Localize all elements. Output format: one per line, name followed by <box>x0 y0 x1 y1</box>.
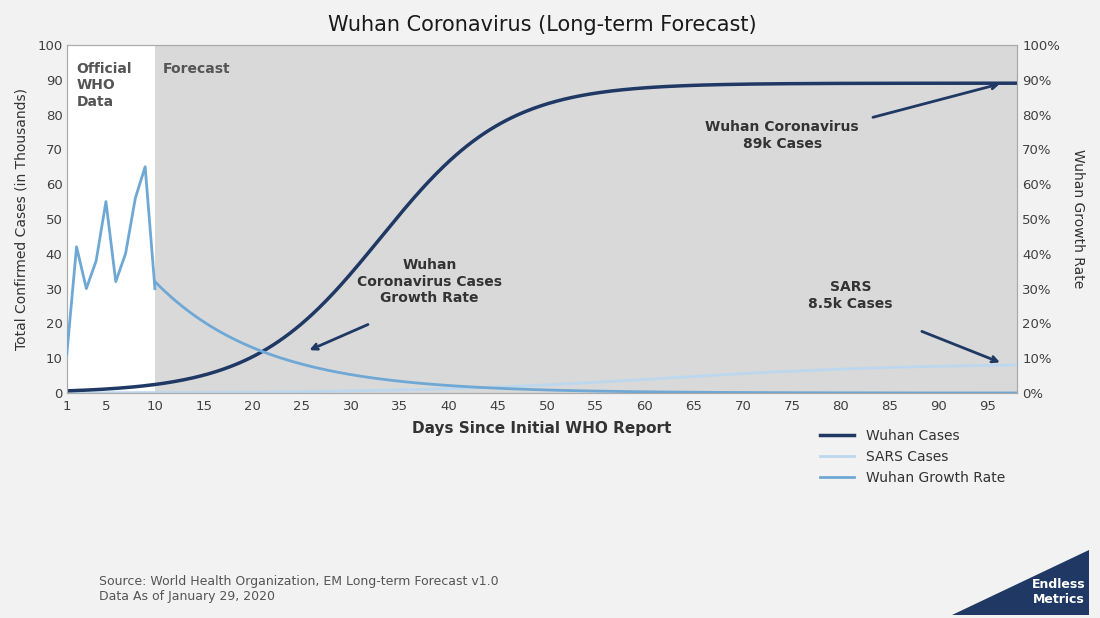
Bar <box>155 45 1018 393</box>
Y-axis label: Wuhan Growth Rate: Wuhan Growth Rate <box>1071 150 1085 289</box>
Legend: Wuhan Cases, SARS Cases, Wuhan Growth Rate: Wuhan Cases, SARS Cases, Wuhan Growth Ra… <box>814 423 1010 491</box>
Text: Official
WHO
Data: Official WHO Data <box>77 62 132 109</box>
Text: Source: World Health Organization, EM Long-term Forecast v1.0
Data As of January: Source: World Health Organization, EM Lo… <box>99 575 498 603</box>
Text: Endless
Metrics: Endless Metrics <box>1032 578 1086 606</box>
Text: SARS
8.5k Cases: SARS 8.5k Cases <box>808 281 893 311</box>
X-axis label: Days Since Initial WHO Report: Days Since Initial WHO Report <box>412 421 672 436</box>
Bar <box>67 45 155 393</box>
Y-axis label: Total Confirmed Cases (in Thousands): Total Confirmed Cases (in Thousands) <box>15 88 29 350</box>
Text: Wuhan
Coronavirus Cases
Growth Rate: Wuhan Coronavirus Cases Growth Rate <box>356 258 502 305</box>
Polygon shape <box>952 550 1089 615</box>
Text: Wuhan Coronavirus
89k Cases: Wuhan Coronavirus 89k Cases <box>705 121 859 151</box>
Title: Wuhan Coronavirus (Long-term Forecast): Wuhan Coronavirus (Long-term Forecast) <box>328 15 757 35</box>
Text: Forecast: Forecast <box>163 62 230 76</box>
